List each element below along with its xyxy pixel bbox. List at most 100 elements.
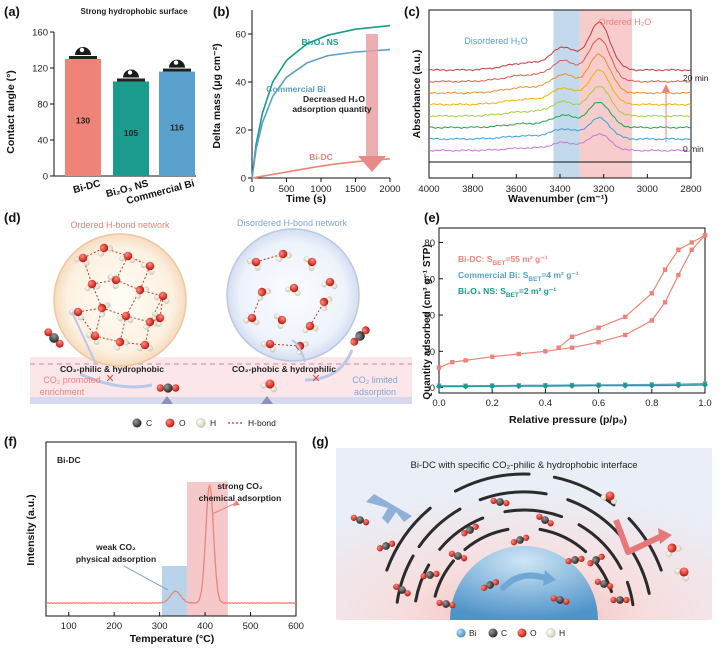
g-arc-segment xyxy=(438,516,485,551)
o-atom xyxy=(490,497,497,505)
e-point xyxy=(662,300,668,305)
g-legend-h: H xyxy=(559,628,565,638)
d-water-disordered xyxy=(247,257,261,271)
f-strong-1: strong CO₂ xyxy=(217,481,263,491)
e-legend-prefix: Bi₂O₃ NS: S xyxy=(458,286,506,296)
d-water-disordered xyxy=(302,321,319,334)
c-ticks: 4000 3800 3600 3400 3200 3000 2800 xyxy=(418,174,702,195)
d-hbond xyxy=(115,255,129,281)
d-water-disordered xyxy=(243,313,260,326)
o-atom xyxy=(350,514,358,521)
d-water-ordered xyxy=(114,337,130,351)
d-hbond xyxy=(269,343,301,347)
panel-c: (c) Absorbance (a.u.) Wavenumber (cm⁻¹) … xyxy=(404,4,709,205)
c-spectrum-line xyxy=(428,116,692,141)
d-right-bottom-1: CO₂ limited xyxy=(352,375,398,385)
o-atom xyxy=(307,257,317,267)
d-left-bottom-1: CO₂ promoted xyxy=(43,375,101,385)
o-atom xyxy=(325,277,335,287)
g-arc-segment xyxy=(478,490,548,502)
c-spectrum-line xyxy=(428,37,692,83)
c-xtick-label: 4000 xyxy=(418,184,439,195)
o-atom xyxy=(277,315,287,325)
o-atom xyxy=(265,379,275,389)
a-droplet-highlight xyxy=(127,70,133,75)
o-atom xyxy=(492,579,500,586)
d-legend-h: H xyxy=(210,418,216,428)
o-atom xyxy=(99,243,109,253)
g-legend-o-icon xyxy=(517,628,527,638)
c-atom xyxy=(49,333,59,343)
o-atom xyxy=(587,560,594,567)
d-legend: C O H H-bond xyxy=(132,418,276,428)
f-strong-arrow xyxy=(211,502,237,515)
d-water-ordered xyxy=(84,279,101,292)
c-xtick-label: 3400 xyxy=(549,184,570,195)
d-cross-right-icon: ✕ xyxy=(311,372,320,385)
a-bars: 130 105 116 xyxy=(65,59,195,176)
panel-c-label: (c) xyxy=(404,4,420,19)
c-bands xyxy=(553,10,633,178)
d-triangle-right xyxy=(261,396,273,404)
b-xtick-label: 2000 xyxy=(379,184,400,195)
o-atom xyxy=(376,545,384,552)
o-atom xyxy=(623,596,630,604)
d-hbond xyxy=(139,265,151,291)
e-point xyxy=(675,382,682,389)
b-ytick-label: 40 xyxy=(235,78,246,89)
d-legend-c: C xyxy=(146,418,152,428)
d-hbond xyxy=(91,283,103,309)
f-xlabel: Temperature (°C) xyxy=(130,633,215,645)
g-co2 xyxy=(510,534,530,546)
o-atom xyxy=(123,251,133,261)
e-point xyxy=(569,382,575,389)
c-atom xyxy=(616,596,624,604)
a-ytick-label: 120 xyxy=(32,64,48,75)
o-atom xyxy=(565,557,572,565)
a-ytick-label: 40 xyxy=(37,136,48,147)
e-legend-sub: BET xyxy=(528,276,541,283)
c-xtick-label: 3200 xyxy=(593,184,614,195)
e-xlabel: Relative pressure (p/p₀) xyxy=(509,414,627,426)
d-water-disordered xyxy=(321,277,338,290)
o-atom xyxy=(278,249,288,259)
e-point xyxy=(596,325,601,330)
g-title: Bi-DC with specific CO₂-philic & hydroph… xyxy=(410,460,637,471)
e-point xyxy=(622,382,629,389)
c-atom xyxy=(355,331,365,341)
d-water-ordered xyxy=(141,261,155,275)
e-ylabel: Quantity adsorbed (cm³ g⁻¹ STP) xyxy=(422,244,433,399)
c-xtick-label: 3600 xyxy=(506,184,527,195)
a-ytick-label: 160 xyxy=(32,28,48,39)
g-arc-segment xyxy=(631,550,651,595)
d-hbond xyxy=(115,279,141,291)
o-atom xyxy=(257,287,267,297)
c-xtick-label: 3800 xyxy=(462,184,483,195)
e-point xyxy=(702,382,708,389)
d-title-right: Disordered H-bond network xyxy=(237,218,348,228)
e-ytick-label: 0 xyxy=(430,383,435,394)
g-co2 xyxy=(536,513,554,527)
o-atom xyxy=(460,555,468,562)
e-point xyxy=(489,383,496,390)
c-time-top: 20 min xyxy=(683,73,709,83)
g-co2 xyxy=(436,599,456,609)
o-atom xyxy=(289,283,299,293)
o-atom xyxy=(305,321,315,331)
e-xtick-label: 0.0 xyxy=(432,398,445,409)
g-legend-c: C xyxy=(501,628,507,638)
e-point xyxy=(623,314,628,320)
c-atom xyxy=(516,536,524,544)
b-xlabel: Time (s) xyxy=(286,193,326,205)
f-tpd-curve xyxy=(45,484,297,605)
f-strong-arrow-head xyxy=(233,500,240,506)
g-legend: Bi C O H xyxy=(456,628,565,638)
o-atom xyxy=(111,275,121,285)
g-co2 xyxy=(448,550,468,562)
c-atom xyxy=(486,581,494,589)
c-xtick-label: 3000 xyxy=(637,184,658,195)
panel-b-label: (b) xyxy=(213,4,230,19)
a-droplet-base xyxy=(117,78,145,82)
e-point xyxy=(556,345,561,350)
a-yticks: 0 40 80 120 160 xyxy=(32,28,54,183)
